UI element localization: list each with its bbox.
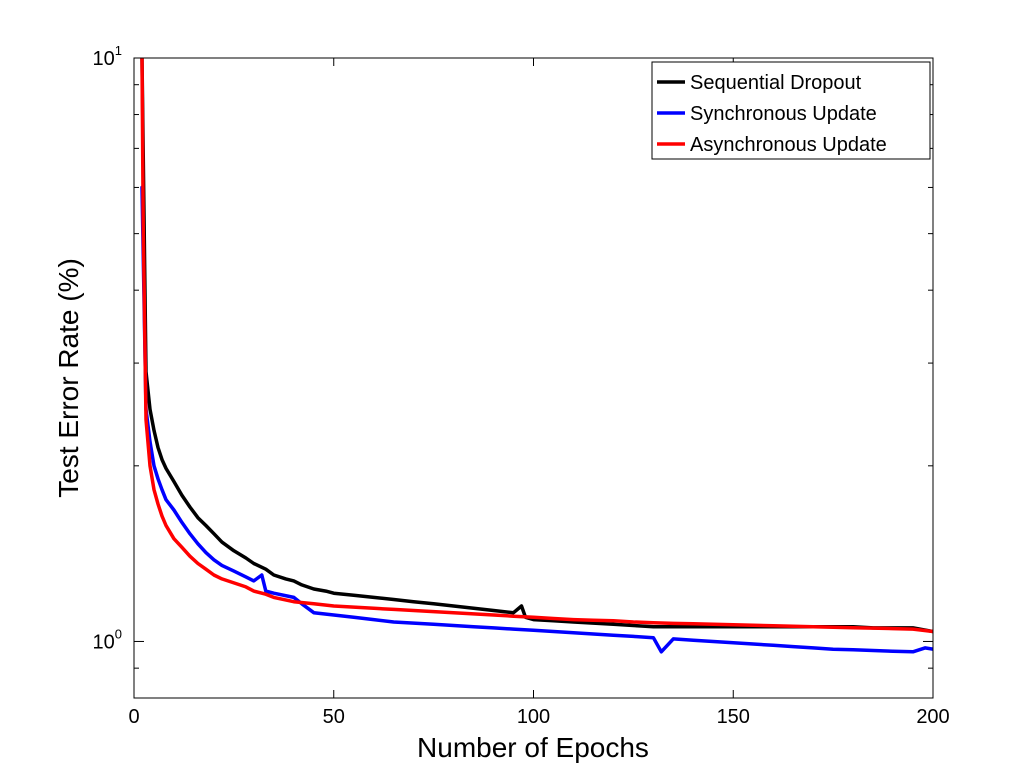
legend-label-2: Synchronous Update — [690, 103, 877, 125]
x-tick-label: 100 — [517, 706, 550, 728]
y-tick-label: 100 — [93, 626, 122, 653]
x-axis-title: Number of Epochs — [417, 732, 649, 763]
x-tick-label: 50 — [323, 706, 345, 728]
x-tick-label: 0 — [128, 706, 139, 728]
series-layer — [140, 58, 933, 654]
legend-label-3: Asynchronous Update — [690, 134, 887, 156]
legend: Sequential Dropout Synchronous Update Asyn… — [651, 61, 931, 160]
ticks-layer — [133, 57, 934, 698]
tick-labels-layer: 0 50 100 150 200 100 101 — [93, 43, 950, 728]
y-axis-title: Test Error Rate (%) — [53, 258, 84, 498]
series-line-3 — [140, 58, 933, 634]
legend-label-1: Sequential Dropout — [690, 72, 862, 94]
x-tick-label: 200 — [916, 706, 949, 728]
x-tick-label: 150 — [717, 706, 750, 728]
legend-box — [651, 61, 931, 160]
y-tick-label: 101 — [93, 43, 122, 70]
series-line-2 — [140, 185, 933, 654]
